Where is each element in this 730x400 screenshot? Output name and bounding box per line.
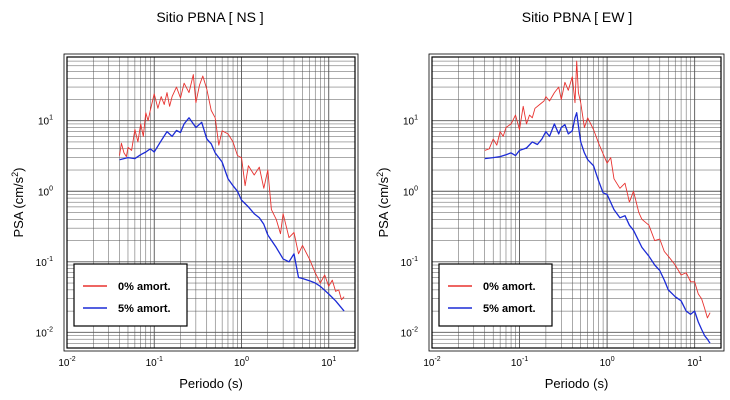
legend: 0% amort. 5% amort. (438, 263, 553, 327)
y-tick-label: 101 (38, 115, 53, 128)
series-line-amort-0 (119, 74, 345, 301)
series-line-amort-0 (484, 60, 711, 319)
grid (66, 56, 356, 349)
legend-box (73, 263, 188, 327)
legend-label: 0% amort. (483, 281, 536, 293)
x-tick-label: 10-2 (58, 356, 75, 369)
legend: 0% amort. 5% amort. (73, 263, 188, 327)
y-tick-label: 10-2 (36, 326, 53, 339)
x-tick-label: 101 (321, 356, 336, 369)
y-tick-label: 100 (403, 185, 418, 198)
x-axis-label: Periodo (s) (545, 376, 609, 391)
y-axis-label: PSA (cm/s2) (10, 167, 26, 237)
plot-frame-outer (63, 53, 359, 352)
x-tick-label: 10-1 (146, 356, 163, 369)
legend-box (438, 263, 553, 327)
y-axis-label: PSA (cm/s2) (375, 167, 391, 237)
x-tick-label: 100 (234, 356, 249, 369)
x-tick-label: 10-2 (423, 356, 440, 369)
y-tick-label: 10-1 (401, 256, 418, 269)
legend-label: 5% amort. (483, 303, 536, 315)
y-tick-label: 10-1 (36, 256, 53, 269)
series-line-amort-5 (484, 112, 711, 344)
y-tick-label: 100 (38, 185, 53, 198)
x-tick-label: 100 (600, 356, 615, 369)
x-tick-label: 10-1 (511, 356, 528, 369)
chart-ns: Sitio PBNA [ NS ] 10-2 10-1 100 101 10-2 10-1 1… (10, 9, 359, 391)
y-tick-label: 101 (403, 115, 418, 128)
x-tick-label: 101 (687, 356, 702, 369)
plot-frame (66, 56, 356, 349)
plot-frame-outer (428, 53, 725, 352)
y-tick-label: 10-2 (401, 326, 418, 339)
chart-title: Sitio PBNA [ NS ] (156, 9, 263, 25)
legend-label: 0% amort. (118, 281, 171, 293)
x-axis-label: Periodo (s) (179, 376, 243, 391)
series-line-amort-5 (119, 117, 345, 312)
legend-label: 5% amort. (118, 303, 171, 315)
chart-ew: Sitio PBNA [ EW ] 10-2 10-1 100 101 10-2 10-1 1… (375, 9, 725, 391)
plot-frame (431, 56, 722, 349)
chart-title: Sitio PBNA [ EW ] (522, 9, 632, 25)
